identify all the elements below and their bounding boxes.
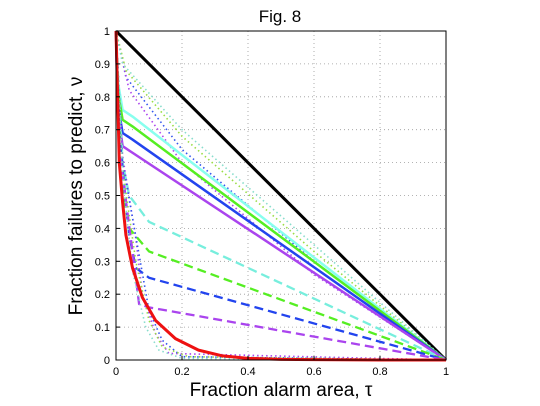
y-tick-label: 1	[104, 26, 110, 38]
chart-title: Fig. 8	[259, 7, 302, 26]
y-tick-label: 0.1	[95, 322, 110, 334]
x-tick-label: 1	[443, 366, 449, 378]
x-axis: 0 0.2 0.4 0.6 0.8 1	[113, 356, 449, 378]
y-tick-label: 0.7	[95, 125, 110, 137]
y-tick-label: 0.4	[95, 223, 110, 235]
y-tick-label: 0.9	[95, 59, 110, 71]
x-tick-label: 0	[113, 366, 119, 378]
y-tick-label: 0.5	[95, 191, 110, 203]
series-line-5	[115, 30, 447, 361]
y-axis: 0 0.1 0.2 0.3 0.4 0.5 0.6 0.7 0.8 0.9 1	[95, 26, 120, 367]
y-axis-label: Fraction failures to predict, ν	[66, 77, 87, 316]
y-tick-label: 0.2	[95, 289, 110, 301]
series-line-1	[114, 29, 448, 362]
y-tick-label: 0.8	[95, 92, 110, 104]
series-line-17	[115, 30, 447, 361]
x-tick-label: 0.2	[174, 366, 189, 378]
series-line-4	[115, 30, 447, 361]
y-tick-label: 0.6	[95, 158, 110, 170]
y-tick-label: 0.3	[95, 256, 110, 268]
x-tick-label: 0.6	[306, 366, 321, 378]
x-axis-label: Fraction alarm area, τ	[190, 380, 373, 401]
x-tick-label: 0.4	[240, 366, 255, 378]
y-tick-label: 0	[104, 355, 110, 367]
grid	[116, 31, 446, 360]
x-tick-label: 0.8	[372, 366, 387, 378]
